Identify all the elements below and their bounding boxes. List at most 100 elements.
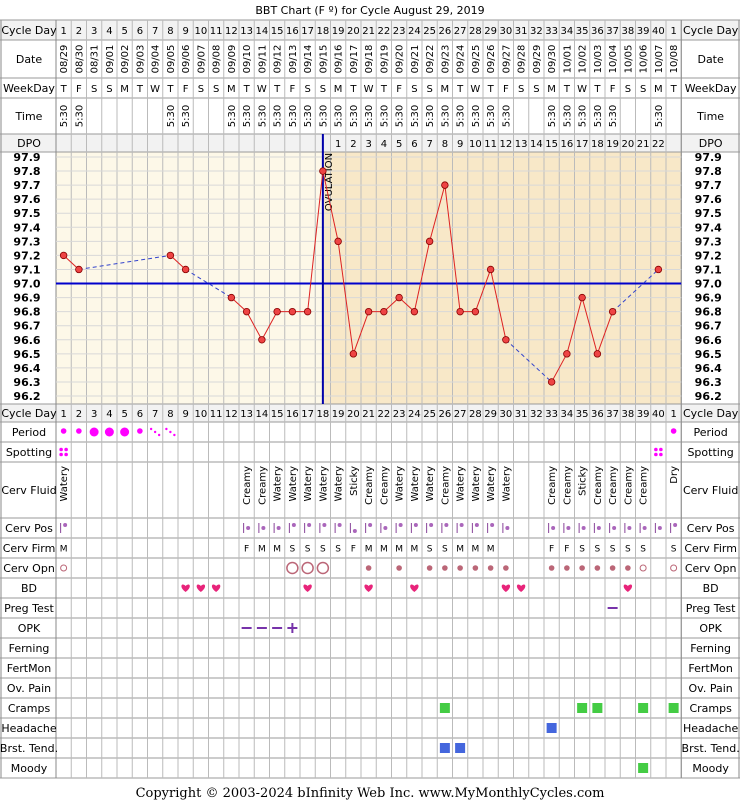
dpo-cell: 12: [500, 139, 513, 150]
time-cell: 5:30: [242, 105, 253, 127]
row-label-date: Date: [697, 53, 724, 66]
cerv-fluid-cell: Watery: [303, 466, 314, 502]
cycle-day-cell: 39: [637, 409, 650, 420]
weekday-cell: T: [670, 84, 678, 95]
weekday-cell: F: [610, 84, 616, 95]
cerv-pos-dot: [429, 523, 434, 527]
weekday-cell: F: [183, 84, 189, 95]
cerv-pos-dot: [291, 523, 296, 527]
time-cell: 5:30: [654, 105, 665, 127]
cerv-opn-dot: [442, 565, 448, 571]
weekday-cell: T: [60, 84, 68, 95]
cerv-opn-dot: [472, 565, 479, 571]
temp-gap-line: [612, 269, 659, 313]
date-cell: 09/17: [349, 45, 360, 74]
cerv-fluid-cell: Creamy: [364, 466, 375, 505]
cycle-day-cell: 4: [106, 26, 112, 37]
date-cell: 10/06: [639, 45, 650, 74]
y-tick-label: 97.3: [695, 235, 722, 248]
cerv-fluid-cell: Creamy: [623, 466, 634, 505]
cerv-pos-dot: [307, 523, 312, 527]
cerv-firm-cell: S: [579, 545, 585, 555]
cerv-firm-cell: M: [456, 545, 464, 555]
cycle-day-cell: 14: [256, 409, 269, 420]
dpo-cell: 11: [484, 139, 497, 150]
date-cell: 09/08: [212, 45, 223, 74]
period-spot: [169, 430, 172, 434]
y-tick-label: 96.3: [13, 376, 40, 389]
dpo-cell: 10: [469, 139, 482, 150]
row-label-opk: OPK: [18, 622, 41, 635]
temp-point: [486, 265, 495, 274]
cerv-fluid-cell: Creamy: [379, 466, 390, 505]
cerv-opn-ring: [60, 564, 68, 572]
weekday-cell: F: [289, 84, 295, 95]
weekday-cell: W: [150, 84, 160, 95]
temp-point: [258, 336, 266, 344]
temp-line: [551, 353, 568, 383]
cerv-fluid-cell: Watery: [288, 466, 299, 502]
date-cell: 09/24: [456, 45, 467, 74]
y-tick-label: 96.6: [13, 334, 40, 347]
cerv-opn-dot: [487, 565, 494, 571]
row-label-period: Period: [12, 426, 46, 439]
period-mark: [76, 428, 82, 434]
spotting-mark: [654, 452, 658, 457]
weekday-cell: S: [320, 84, 326, 95]
cerv-opn-ring: [670, 564, 678, 572]
weekday-cell: T: [349, 84, 357, 95]
temp-line: [596, 311, 614, 354]
cerv-opn-dot: [625, 565, 631, 571]
date-cell: 09/18: [364, 45, 375, 74]
time-cell: 5:30: [608, 105, 619, 127]
cycle-day-cell: 30: [500, 409, 513, 420]
cerv-pos-dot: [612, 526, 617, 530]
period-spot: [165, 427, 168, 431]
weekday-cell: T: [136, 84, 144, 95]
y-tick-label: 97.2: [13, 249, 40, 262]
header-row-bg: [0, 134, 740, 152]
cycle-day-cell: 3: [91, 409, 97, 420]
period-mark: [137, 428, 143, 434]
temp-point: [395, 293, 403, 302]
time-cell: 5:30: [471, 105, 482, 127]
weekday-cell: S: [533, 84, 539, 95]
row-label-ferning: Ferning: [690, 642, 731, 655]
time-cell: 5:30: [227, 105, 238, 127]
date-cell: 09/01: [105, 45, 116, 74]
temp-point: [303, 307, 312, 316]
date-cell: 09/28: [517, 45, 528, 74]
date-cell: 09/07: [196, 45, 207, 74]
brst_tend-mark: [439, 743, 450, 753]
row-label-moody: Moody: [11, 762, 48, 775]
row-label-bd: BD: [21, 582, 37, 595]
heart-icon: [181, 584, 190, 592]
cerv-fluid-cell: Watery: [471, 466, 482, 502]
temp-point: [364, 307, 373, 316]
time-cell: 5:30: [74, 105, 85, 127]
cycle-day-cell: 24: [408, 409, 421, 420]
row-label-headache: Headache: [1, 722, 57, 735]
cerv-firm-cell: S: [427, 545, 433, 555]
date-cell: 09/15: [318, 45, 329, 74]
y-tick-label: 97.1: [13, 263, 40, 276]
cramps-mark: [592, 703, 603, 713]
temp-line: [322, 170, 339, 242]
dpo-cell: 1: [335, 139, 341, 150]
date-cell: 09/09: [227, 45, 238, 74]
temp-point: [456, 307, 464, 316]
time-cell: 5:30: [303, 105, 314, 127]
row-label-cerv_fluid: Cerv Fluid: [1, 484, 56, 497]
weekday-cell: T: [166, 84, 174, 95]
date-cell: 09/21: [410, 45, 421, 74]
dpo-cell: 17: [576, 139, 589, 150]
date-cell: 09/30: [547, 45, 558, 74]
y-tick-label: 96.3: [695, 376, 722, 389]
follicular-phase-bg: [56, 152, 323, 404]
y-tick-label: 97.6: [695, 193, 722, 206]
cerv-pos-dot: [246, 526, 251, 530]
weekday-cell: M: [334, 84, 343, 95]
cycle-day-cell: 33: [545, 26, 558, 37]
time-cell: 5:30: [395, 105, 406, 127]
y-tick-label: 97.6: [13, 193, 40, 206]
